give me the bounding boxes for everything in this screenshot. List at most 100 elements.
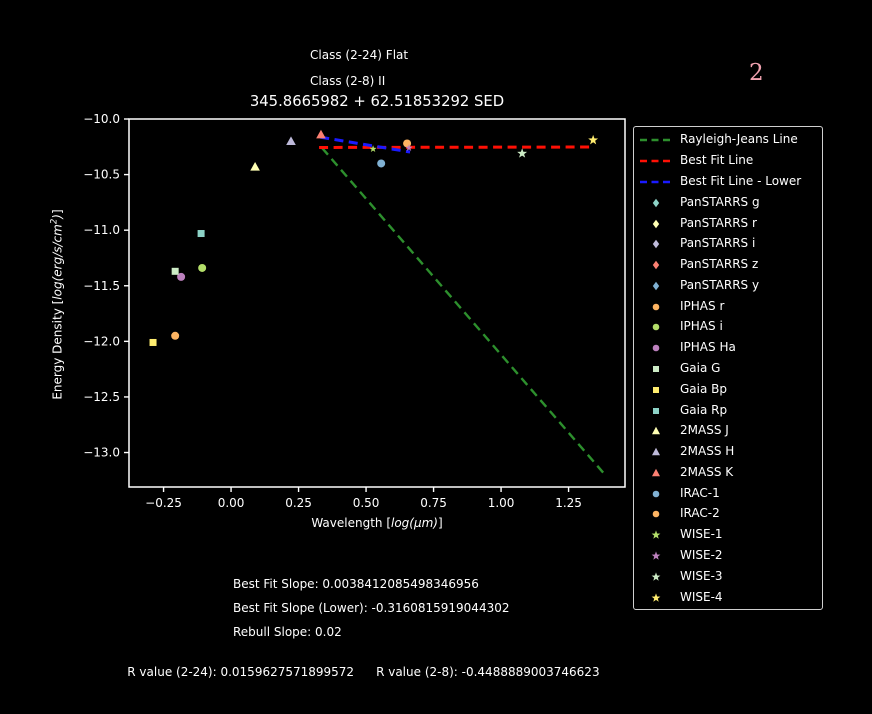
y-tick-label: −13.0 <box>83 446 120 460</box>
footer-rebull-slope: Rebull Slope: 0.02 <box>233 625 342 639</box>
legend-item-label: PanSTARRS g <box>680 194 760 209</box>
legend-item-label: 2MASS K <box>680 464 734 479</box>
legend-marker-diamond-icon <box>637 216 675 230</box>
y-tick-label: −12.0 <box>83 334 120 348</box>
legend-item: WISE-3 <box>634 566 822 585</box>
legend-dash-swatch <box>637 174 675 188</box>
legend-marker-star-icon <box>637 569 675 583</box>
legend-item: PanSTARRS y <box>634 275 822 294</box>
footer-best-fit-slope-lower: Best Fit Slope (Lower): -0.3160815919044… <box>233 601 510 615</box>
legend-marker-circle-icon <box>637 486 675 500</box>
y-tick-label: −11.0 <box>83 223 120 237</box>
legend-item-label: Best Fit Line - Lower <box>680 173 802 188</box>
legend-item: Rayleigh-Jeans Line <box>634 130 822 149</box>
legend-marker-diamond-icon <box>637 278 675 292</box>
point-iphas-r <box>171 331 180 340</box>
line-rayleigh-jeans-line <box>321 147 605 474</box>
footer-r-values: R value (2-24): 0.0159627571899572 R valu… <box>112 648 599 696</box>
legend-marker-star-icon <box>637 548 675 562</box>
x-tick-label: −0.25 <box>145 496 182 510</box>
legend-marker-triangle-icon <box>637 444 675 458</box>
legend-item: 2MASS J <box>634 421 822 440</box>
point-iphas-ha <box>177 272 186 281</box>
page-number: 2 <box>749 60 764 86</box>
legend-item: PanSTARRS z <box>634 255 822 274</box>
legend-item-label: IRAC-2 <box>680 506 720 521</box>
point-wise-1 <box>369 145 377 153</box>
y-axis-label-bracket: ] <box>50 209 65 215</box>
point-wise-2 <box>405 144 413 151</box>
legend-item-label: Gaia G <box>680 360 721 375</box>
legend-item-label: WISE-3 <box>680 568 723 583</box>
legend-marker-circle-icon <box>637 319 675 333</box>
y-axis-label: Energy Density [log(erg/s/cm2)] <box>47 155 66 455</box>
legend-item: IRAC-2 <box>634 504 822 523</box>
footer-best-fit-slope: Best Fit Slope: 0.0038412085498346956 <box>233 577 479 591</box>
y-axis-label-math: log(erg/s/cm2) <box>49 214 65 300</box>
legend-item-label: Gaia Bp <box>680 381 728 396</box>
legend-item: 2MASS H <box>634 442 822 461</box>
point-wise-3 <box>517 148 528 158</box>
legend-marker-diamond-icon <box>637 195 675 209</box>
legend-item-label: WISE-1 <box>680 527 723 542</box>
x-tick-label: 0.25 <box>285 496 312 510</box>
legend-item-label: Best Fit Line <box>680 153 754 168</box>
legend-dash-swatch <box>637 132 675 146</box>
legend-item: IPHAS i <box>634 317 822 336</box>
legend-marker-diamond-icon <box>637 236 675 250</box>
legend-marker-circle-icon <box>637 299 675 313</box>
point-2mass-k <box>316 129 326 139</box>
legend-marker-square-icon <box>637 382 675 396</box>
y-tick-label: −10.5 <box>83 168 120 182</box>
legend-marker-square-icon <box>637 361 675 375</box>
legend-item-label: 2MASS H <box>680 444 735 459</box>
x-tick-label: 0.75 <box>420 496 447 510</box>
y-axis-label-text: Energy Density [ <box>50 299 65 400</box>
legend-item: PanSTARRS r <box>634 213 822 232</box>
legend-item: IRAC-1 <box>634 483 822 502</box>
plot-frame <box>128 118 626 488</box>
point-gaia-rp <box>197 230 205 238</box>
point-iphas-i <box>198 263 207 272</box>
legend-marker-star-icon <box>637 590 675 604</box>
legend-marker-triangle-icon <box>637 423 675 437</box>
legend-item-label: PanSTARRS z <box>680 257 759 272</box>
legend-item: Best Fit Line - Lower <box>634 171 822 190</box>
legend-dash-swatch <box>637 153 675 167</box>
x-axis-label-bracket: ] <box>437 516 443 530</box>
x-axis-label: Wavelength [log(μm)] <box>129 515 625 531</box>
legend-item: Gaia Rp <box>634 400 822 419</box>
legend-marker-diamond-icon <box>637 257 675 271</box>
legend-item: PanSTARRS i <box>634 234 822 253</box>
legend-marker-circle-icon <box>637 506 675 520</box>
legend-item-label: PanSTARRS i <box>680 236 756 251</box>
legend-item: Gaia G <box>634 358 822 377</box>
x-tick-label: 0.00 <box>218 496 245 510</box>
r-value-2-24: R value (2-24): 0.0159627571899572 <box>127 665 355 679</box>
legend-item: 2MASS K <box>634 462 822 481</box>
legend-item: IPHAS r <box>634 296 822 315</box>
legend-item-label: WISE-2 <box>680 548 723 563</box>
point-irac-2 <box>403 139 412 148</box>
legend-marker-star-icon <box>637 527 675 541</box>
legend-item: WISE-1 <box>634 525 822 544</box>
legend-item-label: PanSTARRS y <box>680 277 760 292</box>
point-gaia-bp <box>149 338 157 346</box>
point-2mass-h <box>286 136 296 146</box>
legend-item-label: IRAC-1 <box>680 485 720 500</box>
legend: Rayleigh-Jeans Line Best Fit Line Best Fit… <box>633 126 823 610</box>
legend-item-label: 2MASS J <box>680 423 729 438</box>
y-tick-label: −11.5 <box>83 279 120 293</box>
point-wise-4 <box>588 134 599 145</box>
legend-item: PanSTARRS g <box>634 192 822 211</box>
class-2-24-label: Class (2-24) Flat <box>310 48 409 62</box>
legend-marker-square-icon <box>637 403 675 417</box>
x-axis-label-math: log(μm) <box>391 516 438 530</box>
legend-item: Gaia Bp <box>634 379 822 398</box>
legend-item-label: IPHAS i <box>680 319 723 334</box>
x-tick-label: 1.25 <box>555 496 582 510</box>
figure-title: 345.8665982 + 62.51853292 SED <box>249 93 505 110</box>
legend-item-label: PanSTARRS r <box>680 215 757 230</box>
